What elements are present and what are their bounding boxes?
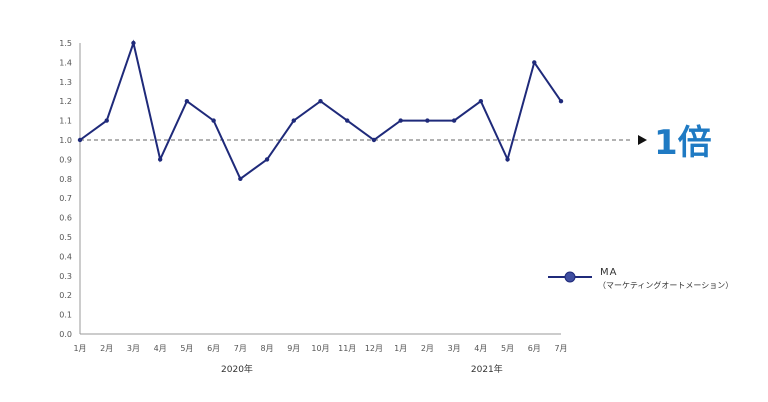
x-tick-label: 4月 xyxy=(154,344,167,353)
y-tick-label: 0.6 xyxy=(59,214,72,223)
y-tick-label: 1.1 xyxy=(59,117,72,126)
x-tick-label: 1月 xyxy=(394,344,407,353)
annotation-1x-label: 1倍 xyxy=(654,123,712,163)
data-point xyxy=(345,118,350,123)
data-point xyxy=(157,157,163,162)
y-tick-label: 0.0 xyxy=(59,330,72,339)
x-tick-label: 8月 xyxy=(261,344,274,353)
x-tick-label: 7月 xyxy=(234,344,247,353)
data-point xyxy=(478,99,484,104)
data-point xyxy=(532,60,537,65)
data-point xyxy=(398,118,403,123)
y-tick-label: 0.7 xyxy=(59,194,72,203)
x-tick-label: 10月 xyxy=(311,344,329,353)
x-tick-label: 9月 xyxy=(287,344,300,353)
data-point xyxy=(264,157,270,162)
y-tick-labels: 0.0 0.1 0.2 0.3 0.4 0.5 0.6 0.7 0.8 0.9 1.0 1.1 1.2 1… xyxy=(59,39,72,339)
x-tick-label: 2月 xyxy=(100,344,113,353)
x-tick-label: 5月 xyxy=(501,344,514,353)
y-tick-label: 1.3 xyxy=(59,78,72,87)
data-point xyxy=(291,118,296,123)
axes xyxy=(79,43,561,335)
y-tick-label: 1.0 xyxy=(59,136,72,145)
y-tick-label: 0.4 xyxy=(59,252,72,261)
data-point xyxy=(104,118,109,123)
data-point xyxy=(505,157,510,162)
legend-swatch-marker xyxy=(564,271,576,283)
x-tick-label: 3月 xyxy=(448,344,461,353)
year-labels: 2020年 2021年 xyxy=(221,363,503,375)
series-ma xyxy=(79,39,562,181)
series-line-ma xyxy=(79,39,562,181)
y-tick-label: 0.2 xyxy=(59,291,72,300)
x-tick-label: 7月 xyxy=(554,344,567,353)
data-point xyxy=(451,118,457,123)
x-tick-label: 1月 xyxy=(73,344,86,353)
y-tick-label: 0.3 xyxy=(59,272,72,281)
x-tick-label: 3月 xyxy=(127,344,140,353)
x-tick-label: 11月 xyxy=(338,344,356,353)
data-point xyxy=(318,99,323,104)
data-point xyxy=(211,118,216,123)
y-tick-label: 1.5 xyxy=(59,39,72,48)
data-point xyxy=(558,99,564,104)
data-point xyxy=(238,176,243,181)
year-label-2020: 2020年 xyxy=(221,363,253,375)
y-tick-label: 1.2 xyxy=(59,97,72,106)
y-tick-label: 0.1 xyxy=(59,311,72,320)
data-point xyxy=(184,99,190,104)
x-tick-label: 6月 xyxy=(207,344,220,353)
data-point xyxy=(77,137,83,143)
y-tick-label: 0.9 xyxy=(59,155,72,164)
x-tick-labels: 1月 2月 3月 4月 5月 6月 7月 8月 9月 10月 11月 12月 1月 2月 3月 4月 5月 6月 7… xyxy=(73,344,567,353)
legend-series-subtitle: （マーケティングオートメーション） xyxy=(598,280,733,290)
x-tick-label: 4月 xyxy=(474,344,487,353)
series-points xyxy=(77,40,564,181)
data-point xyxy=(425,118,430,123)
reference-arrow-icon xyxy=(638,135,647,145)
x-tick-label: 5月 xyxy=(180,344,193,353)
y-tick-label: 0.5 xyxy=(59,233,72,242)
y-tick-label: 1.4 xyxy=(59,58,72,67)
year-label-2021: 2021年 xyxy=(471,363,503,375)
x-tick-label: 2月 xyxy=(421,344,434,353)
y-tick-label: 0.8 xyxy=(59,175,72,184)
legend: MA （マーケティングオートメーション） xyxy=(548,267,733,290)
data-point xyxy=(131,40,136,46)
legend-series-name: MA xyxy=(600,267,617,278)
x-tick-label: 6月 xyxy=(528,344,541,353)
data-point xyxy=(371,137,377,143)
x-tick-label: 12月 xyxy=(365,344,383,353)
